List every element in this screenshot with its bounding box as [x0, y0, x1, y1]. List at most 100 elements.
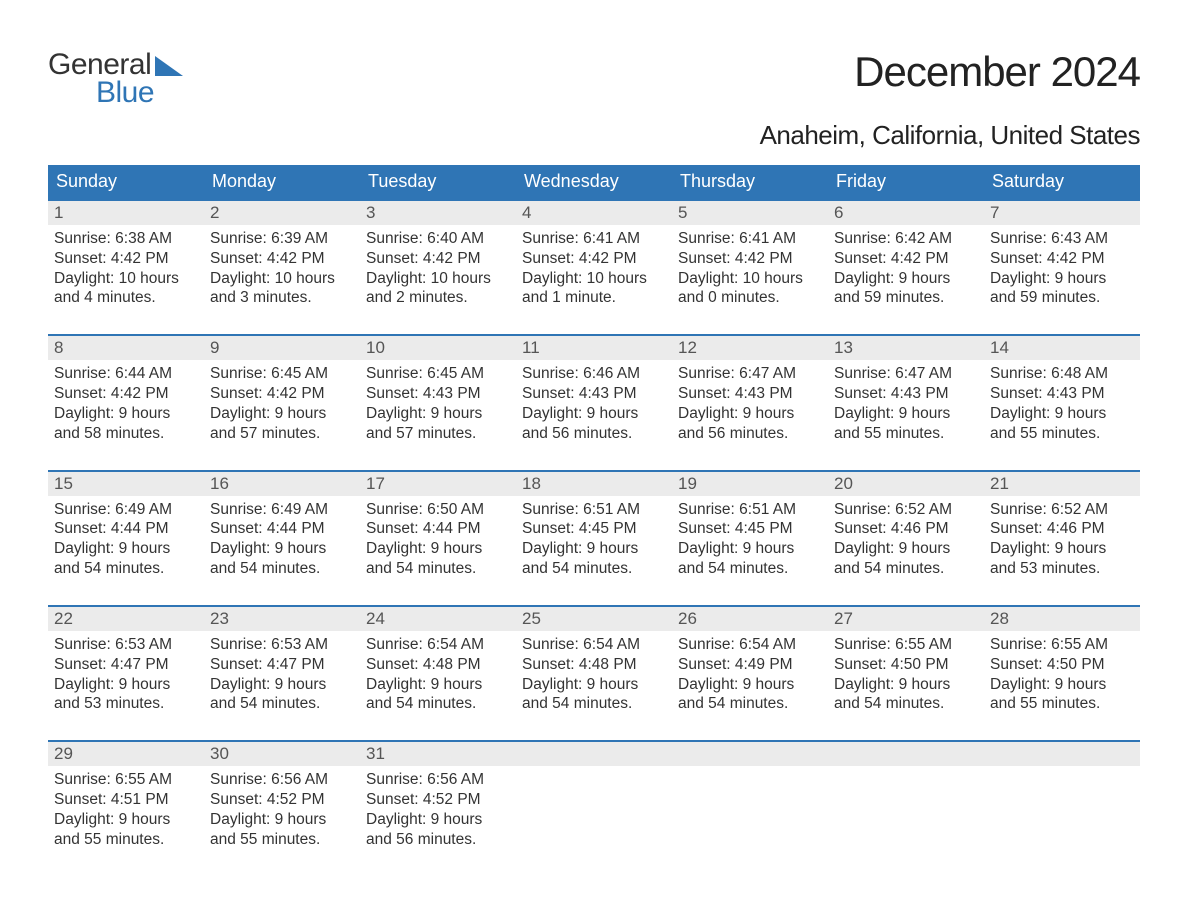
- day-cell: Sunrise: 6:50 AMSunset: 4:44 PMDaylight:…: [360, 496, 516, 579]
- day-cell: Sunrise: 6:51 AMSunset: 4:45 PMDaylight:…: [672, 496, 828, 579]
- weekday-header: Wednesday: [516, 165, 672, 199]
- day-cell: Sunrise: 6:52 AMSunset: 4:46 PMDaylight:…: [828, 496, 984, 579]
- sunrise-text: Sunrise: 6:50 AM: [366, 500, 510, 520]
- sunrise-text: Sunrise: 6:49 AM: [54, 500, 198, 520]
- sunrise-text: Sunrise: 6:56 AM: [366, 770, 510, 790]
- sunrise-text: Sunrise: 6:51 AM: [522, 500, 666, 520]
- title-block: December 2024 Anaheim, California, Unite…: [760, 48, 1140, 151]
- daylight-text: Daylight: 9 hours and 58 minutes.: [54, 404, 198, 444]
- day-cell: Sunrise: 6:45 AMSunset: 4:43 PMDaylight:…: [360, 360, 516, 443]
- week-row: 22232425262728Sunrise: 6:53 AMSunset: 4:…: [48, 605, 1140, 714]
- day-number: 5: [672, 201, 828, 225]
- sunset-text: Sunset: 4:42 PM: [678, 249, 822, 269]
- day-number: 7: [984, 201, 1140, 225]
- sunrise-text: Sunrise: 6:53 AM: [54, 635, 198, 655]
- page-title: December 2024: [760, 48, 1140, 96]
- day-number: [516, 742, 672, 766]
- day-number: 1: [48, 201, 204, 225]
- day-cell: Sunrise: 6:54 AMSunset: 4:48 PMDaylight:…: [360, 631, 516, 714]
- day-number: 15: [48, 472, 204, 496]
- day-number: 6: [828, 201, 984, 225]
- logo: General Blue: [48, 48, 183, 110]
- daylight-text: Daylight: 9 hours and 54 minutes.: [834, 539, 978, 579]
- sunrise-text: Sunrise: 6:47 AM: [834, 364, 978, 384]
- daylight-text: Daylight: 9 hours and 57 minutes.: [210, 404, 354, 444]
- day-cell: Sunrise: 6:43 AMSunset: 4:42 PMDaylight:…: [984, 225, 1140, 308]
- day-number: 17: [360, 472, 516, 496]
- sunset-text: Sunset: 4:42 PM: [210, 384, 354, 404]
- sunset-text: Sunset: 4:47 PM: [210, 655, 354, 675]
- sunset-text: Sunset: 4:44 PM: [210, 519, 354, 539]
- day-number: 20: [828, 472, 984, 496]
- daylight-text: Daylight: 9 hours and 54 minutes.: [678, 675, 822, 715]
- sunrise-text: Sunrise: 6:54 AM: [522, 635, 666, 655]
- sunset-text: Sunset: 4:50 PM: [834, 655, 978, 675]
- week-row: 15161718192021Sunrise: 6:49 AMSunset: 4:…: [48, 470, 1140, 579]
- sunset-text: Sunset: 4:42 PM: [210, 249, 354, 269]
- day-cell: [828, 766, 984, 849]
- day-number: 19: [672, 472, 828, 496]
- day-number: 18: [516, 472, 672, 496]
- sunset-text: Sunset: 4:42 PM: [54, 249, 198, 269]
- sunset-text: Sunset: 4:43 PM: [366, 384, 510, 404]
- day-cell: Sunrise: 6:46 AMSunset: 4:43 PMDaylight:…: [516, 360, 672, 443]
- day-cell: Sunrise: 6:51 AMSunset: 4:45 PMDaylight:…: [516, 496, 672, 579]
- weekday-header: Tuesday: [360, 165, 516, 199]
- location-text: Anaheim, California, United States: [760, 120, 1140, 151]
- day-cell: Sunrise: 6:39 AMSunset: 4:42 PMDaylight:…: [204, 225, 360, 308]
- sunrise-text: Sunrise: 6:56 AM: [210, 770, 354, 790]
- day-cell: Sunrise: 6:53 AMSunset: 4:47 PMDaylight:…: [48, 631, 204, 714]
- weekday-header: Sunday: [48, 165, 204, 199]
- sunset-text: Sunset: 4:52 PM: [366, 790, 510, 810]
- daylight-text: Daylight: 10 hours and 4 minutes.: [54, 269, 198, 309]
- daylight-text: Daylight: 9 hours and 54 minutes.: [522, 539, 666, 579]
- weekday-header: Thursday: [672, 165, 828, 199]
- day-cell: Sunrise: 6:54 AMSunset: 4:49 PMDaylight:…: [672, 631, 828, 714]
- day-number: 4: [516, 201, 672, 225]
- sunrise-text: Sunrise: 6:49 AM: [210, 500, 354, 520]
- day-number: 13: [828, 336, 984, 360]
- sunset-text: Sunset: 4:49 PM: [678, 655, 822, 675]
- daylight-text: Daylight: 9 hours and 54 minutes.: [366, 539, 510, 579]
- sunrise-text: Sunrise: 6:53 AM: [210, 635, 354, 655]
- day-number: [984, 742, 1140, 766]
- sunrise-text: Sunrise: 6:44 AM: [54, 364, 198, 384]
- daynum-row: 891011121314: [48, 336, 1140, 360]
- daylight-text: Daylight: 10 hours and 0 minutes.: [678, 269, 822, 309]
- day-number: 10: [360, 336, 516, 360]
- sunset-text: Sunset: 4:46 PM: [834, 519, 978, 539]
- day-number: 11: [516, 336, 672, 360]
- sunset-text: Sunset: 4:42 PM: [834, 249, 978, 269]
- day-number: 12: [672, 336, 828, 360]
- sunset-text: Sunset: 4:48 PM: [522, 655, 666, 675]
- sunset-text: Sunset: 4:48 PM: [366, 655, 510, 675]
- day-cell: Sunrise: 6:49 AMSunset: 4:44 PMDaylight:…: [204, 496, 360, 579]
- sunset-text: Sunset: 4:44 PM: [54, 519, 198, 539]
- sunset-text: Sunset: 4:47 PM: [54, 655, 198, 675]
- day-cell: Sunrise: 6:40 AMSunset: 4:42 PMDaylight:…: [360, 225, 516, 308]
- daylight-text: Daylight: 9 hours and 54 minutes.: [210, 539, 354, 579]
- day-number: 25: [516, 607, 672, 631]
- day-number: 23: [204, 607, 360, 631]
- week-row: 1234567Sunrise: 6:38 AMSunset: 4:42 PMDa…: [48, 199, 1140, 308]
- day-cell: Sunrise: 6:55 AMSunset: 4:50 PMDaylight:…: [828, 631, 984, 714]
- sunrise-text: Sunrise: 6:40 AM: [366, 229, 510, 249]
- sunrise-text: Sunrise: 6:51 AM: [678, 500, 822, 520]
- day-number: 2: [204, 201, 360, 225]
- sunset-text: Sunset: 4:51 PM: [54, 790, 198, 810]
- weeks-container: 1234567Sunrise: 6:38 AMSunset: 4:42 PMDa…: [48, 199, 1140, 850]
- day-number: 27: [828, 607, 984, 631]
- daynum-row: 15161718192021: [48, 472, 1140, 496]
- daylight-text: Daylight: 9 hours and 54 minutes.: [522, 675, 666, 715]
- weekday-header-row: Sunday Monday Tuesday Wednesday Thursday…: [48, 165, 1140, 199]
- day-cell: Sunrise: 6:53 AMSunset: 4:47 PMDaylight:…: [204, 631, 360, 714]
- sunset-text: Sunset: 4:42 PM: [990, 249, 1134, 269]
- day-number: 29: [48, 742, 204, 766]
- day-cell: [672, 766, 828, 849]
- sunrise-text: Sunrise: 6:55 AM: [834, 635, 978, 655]
- daylight-text: Daylight: 9 hours and 59 minutes.: [834, 269, 978, 309]
- sunrise-text: Sunrise: 6:45 AM: [366, 364, 510, 384]
- day-number: 21: [984, 472, 1140, 496]
- day-number: 9: [204, 336, 360, 360]
- day-cell: Sunrise: 6:41 AMSunset: 4:42 PMDaylight:…: [516, 225, 672, 308]
